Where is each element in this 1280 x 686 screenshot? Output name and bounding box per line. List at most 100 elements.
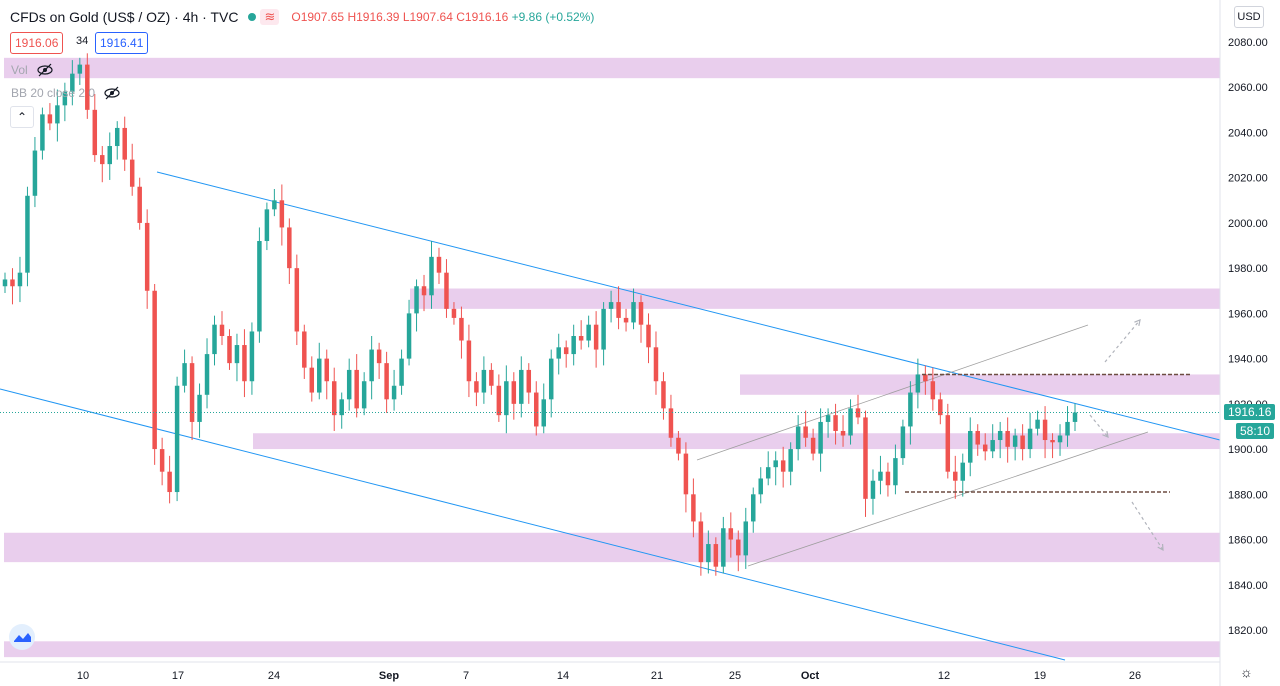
candle-body: [661, 381, 666, 409]
projection-arrowhead: [1134, 319, 1141, 327]
candle-body: [47, 114, 53, 124]
candle-body: [825, 415, 831, 422]
candle-body: [1042, 419, 1048, 441]
ascending-channel-upper: [696, 324, 1089, 461]
candle-body: [563, 347, 569, 355]
candle-body: [459, 317, 464, 341]
buy-button[interactable]: 1916.41: [95, 32, 149, 54]
candle-body: [406, 313, 412, 359]
market-open-icon: [248, 13, 257, 21]
projection-arrowhead: [1157, 543, 1164, 552]
eye-hidden-icon[interactable]: [36, 63, 54, 77]
candle-body: [668, 408, 674, 438]
collapse-indicators-button[interactable]: ⌃: [10, 106, 34, 128]
candle-body: [848, 408, 853, 436]
high-value: H1916.39: [347, 10, 400, 24]
y-tick-label: 2080.00: [1228, 37, 1268, 49]
support-resistance-zone: [740, 374, 1220, 395]
candle-body: [608, 302, 614, 309]
candle-body: [571, 336, 576, 355]
candle-body: [1057, 435, 1063, 443]
descending-trendline-upper: [156, 171, 1221, 441]
y-tick-label: 1940.00: [1228, 354, 1268, 366]
candle-body: [85, 64, 90, 110]
candle-body: [795, 426, 801, 450]
candle-body: [908, 392, 913, 427]
candle-body: [885, 471, 891, 486]
candle-body: [114, 127, 120, 147]
candle-body: [810, 437, 816, 454]
x-tick-label: 17: [172, 670, 184, 682]
sell-button[interactable]: 1916.06: [10, 32, 64, 54]
candle-body: [2, 279, 8, 287]
x-tick-label: Sep: [379, 670, 399, 682]
waves-icon[interactable]: ≋: [260, 9, 280, 25]
candle-body: [923, 374, 928, 382]
candle-body: [1065, 421, 1070, 436]
candle-body: [429, 256, 434, 296]
candle-body: [863, 417, 868, 499]
candle-body: [137, 186, 142, 223]
candle-body: [257, 241, 262, 332]
settings-gear-icon[interactable]: ☼: [1240, 664, 1253, 680]
candle-body: [833, 415, 838, 431]
candle-body: [990, 440, 995, 452]
candle-body: [399, 358, 404, 386]
candle-body: [840, 430, 846, 436]
tradingview-logo-icon[interactable]: [9, 624, 35, 650]
candle-body: [900, 426, 906, 459]
currency-button[interactable]: USD: [1234, 6, 1264, 28]
candle-body: [736, 539, 741, 556]
y-tick-label: 1860.00: [1228, 535, 1268, 547]
projection-arrow: [1104, 319, 1141, 363]
x-tick-label: 19: [1034, 670, 1046, 682]
candle-body: [369, 349, 374, 382]
y-tick-label: 2040.00: [1228, 127, 1268, 139]
close-value: C1916.16: [456, 10, 509, 24]
candle-body: [765, 467, 771, 479]
zones-layer: [4, 57, 1220, 658]
candle-body: [601, 308, 606, 350]
x-tick-label: 14: [557, 670, 569, 682]
candle-body: [638, 302, 644, 325]
support-resistance-zone: [410, 288, 1220, 309]
candle-body: [122, 127, 127, 160]
x-tick-label: 10: [77, 670, 89, 682]
candle-body: [780, 460, 786, 472]
support-resistance-zone: [4, 57, 1220, 79]
candle-body: [129, 159, 135, 187]
candle-body: [751, 494, 756, 522]
symbol-title[interactable]: CFDs on Gold (US$ / OZ) · 4h · TVC: [10, 9, 239, 25]
candle-body: [182, 363, 187, 386]
y-tick-label: 1960.00: [1228, 308, 1268, 320]
open-value: O1907.65: [291, 10, 345, 24]
candle-body: [361, 381, 367, 409]
x-tick-label: 24: [268, 670, 280, 682]
volume-indicator-label[interactable]: Vol: [11, 63, 28, 77]
projection-arrowhead: [1102, 430, 1109, 438]
candle-body: [159, 449, 165, 472]
candle-body: [616, 302, 621, 318]
bar-countdown-tag: 58:10: [1236, 423, 1275, 439]
candle-body: [324, 358, 329, 382]
candle-body: [698, 521, 704, 563]
x-tick-label: Oct: [801, 670, 820, 682]
change-value: +9.86 (+0.52%): [511, 10, 595, 24]
last-price-tag: 1916.16: [1224, 404, 1276, 420]
candle-body: [309, 367, 315, 393]
eye-hidden-icon[interactable]: [103, 86, 121, 100]
x-tick-label: 12: [938, 670, 950, 682]
candle-body: [204, 354, 210, 395]
candle-body: [249, 331, 255, 382]
bollinger-indicator-label[interactable]: BB 20 close 2 0: [11, 86, 96, 100]
candle-body: [519, 369, 524, 404]
spread-value: 34: [76, 35, 89, 47]
candle-body: [1035, 419, 1040, 429]
candle-body: [40, 114, 45, 151]
chart-header: CFDs on Gold (US$ / OZ) · 4h · TVC ≋ O19…: [10, 8, 594, 26]
candle-body: [25, 195, 30, 273]
x-tick-label: 21: [651, 670, 663, 682]
candle-body: [287, 227, 292, 269]
